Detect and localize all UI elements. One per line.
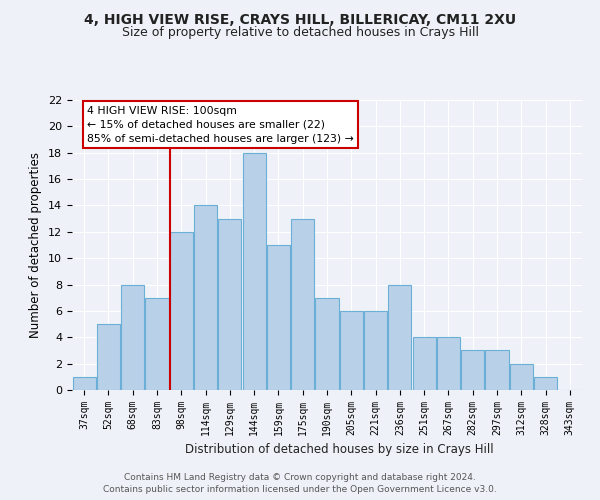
Text: Contains HM Land Registry data © Crown copyright and database right 2024.: Contains HM Land Registry data © Crown c… [124,472,476,482]
Bar [170,232,193,390]
Bar [145,298,169,390]
Text: Size of property relative to detached houses in Crays Hill: Size of property relative to detached ho… [121,26,479,39]
Bar [218,218,241,390]
Bar [267,245,290,390]
Bar [97,324,120,390]
Bar [388,284,412,390]
Bar [316,298,338,390]
Text: 4, HIGH VIEW RISE, CRAYS HILL, BILLERICAY, CM11 2XU: 4, HIGH VIEW RISE, CRAYS HILL, BILLERICA… [84,12,516,26]
Bar [121,284,144,390]
Bar [340,311,363,390]
Bar [73,377,95,390]
Bar [534,377,557,390]
Text: Distribution of detached houses by size in Crays Hill: Distribution of detached houses by size … [185,442,493,456]
Bar [364,311,387,390]
Text: Contains public sector information licensed under the Open Government Licence v3: Contains public sector information licen… [103,485,497,494]
Bar [461,350,484,390]
Bar [510,364,533,390]
Bar [194,206,217,390]
Bar [242,152,266,390]
Text: 4 HIGH VIEW RISE: 100sqm
← 15% of detached houses are smaller (22)
85% of semi-d: 4 HIGH VIEW RISE: 100sqm ← 15% of detach… [88,106,354,144]
Bar [291,218,314,390]
Bar [413,338,436,390]
Y-axis label: Number of detached properties: Number of detached properties [29,152,43,338]
Bar [437,338,460,390]
Bar [485,350,509,390]
